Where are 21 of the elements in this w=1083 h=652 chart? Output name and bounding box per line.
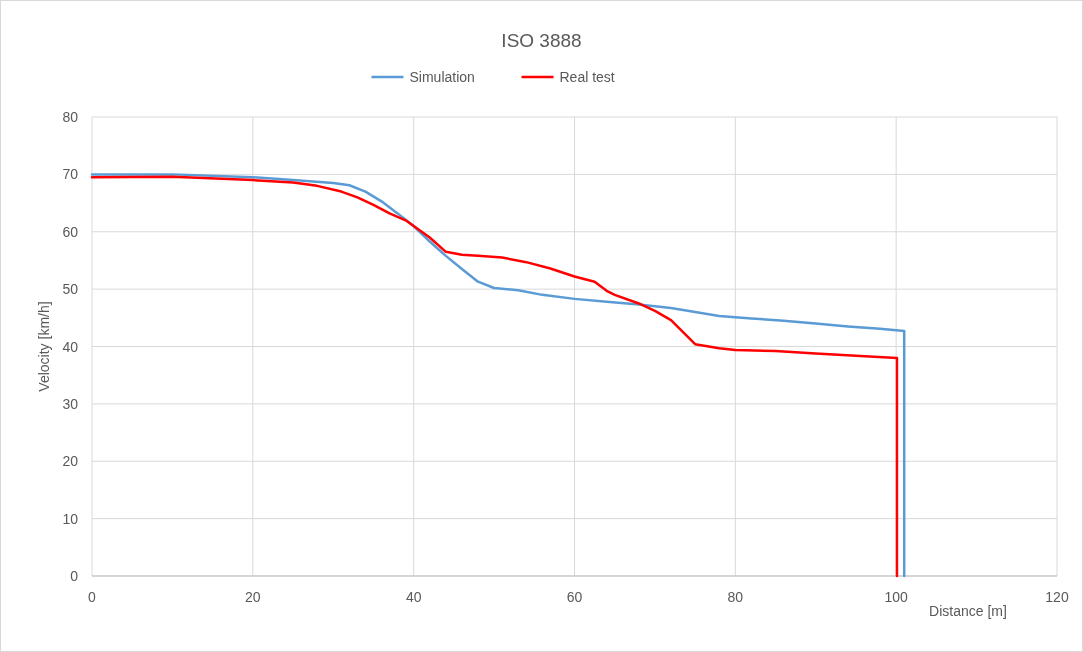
- y-tick-label: 80: [62, 109, 79, 125]
- y-tick-label: 70: [62, 166, 79, 183]
- x-tick-label: 0: [88, 589, 97, 605]
- x-tick-label: 20: [245, 589, 261, 605]
- y-tick-label: 10: [62, 510, 79, 527]
- x-tick-label: 100: [884, 589, 909, 605]
- legend-label: Simulation: [409, 69, 475, 85]
- x-tick-label: 60: [566, 589, 583, 605]
- chart-title: ISO 3888: [501, 30, 582, 51]
- y-tick-label: 60: [62, 223, 79, 240]
- y-tick-label: 50: [62, 281, 79, 298]
- y-tick-label: 40: [62, 338, 79, 355]
- x-tick-label: 120: [1045, 589, 1069, 605]
- x-tick-label: 40: [405, 589, 422, 605]
- y-axis-title: Velocity [km/h]: [36, 301, 52, 392]
- legend-label: Real test: [559, 69, 615, 85]
- y-tick-label: 0: [70, 568, 79, 584]
- x-axis-title: Distance [m]: [929, 603, 1007, 619]
- y-tick-label: 20: [62, 453, 79, 470]
- y-tick-label: 30: [62, 395, 79, 412]
- x-tick-label: 80: [727, 589, 744, 605]
